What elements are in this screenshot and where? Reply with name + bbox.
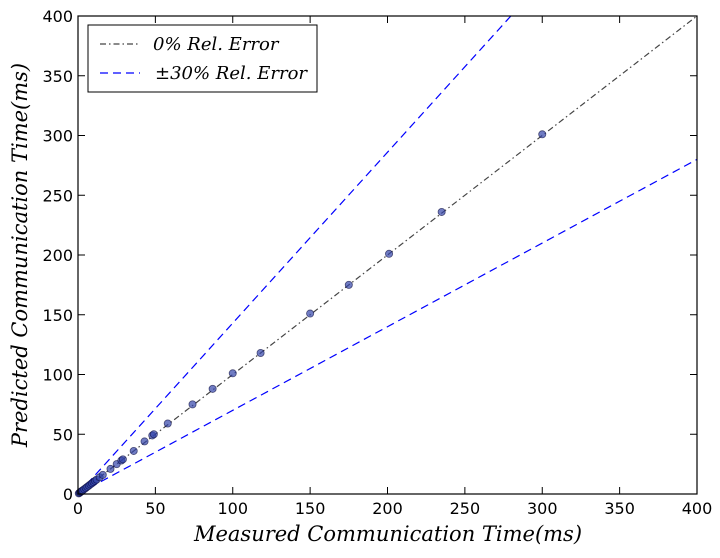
legend-label-30-error: ±30% Rel. Error — [155, 63, 308, 84]
y-tick-label: 50 — [53, 425, 73, 444]
x-tick-label: 50 — [145, 499, 165, 518]
y-tick-label: 0 — [63, 485, 73, 504]
data-point — [385, 249, 394, 258]
data-point — [538, 130, 547, 139]
x-tick-label: 400 — [682, 499, 713, 518]
data-point — [228, 369, 237, 378]
y-tick-label: 400 — [42, 7, 73, 26]
reference-lines — [77, 15, 698, 495]
x-tick-label: 300 — [527, 499, 558, 518]
data-point — [140, 437, 149, 446]
data-point — [129, 446, 138, 455]
data-point — [437, 207, 446, 216]
x-axis-label: Measured Communication Time(ms) — [193, 522, 582, 546]
data-point — [106, 464, 115, 473]
x-tick-label: 150 — [295, 499, 326, 518]
y-tick-label: 200 — [42, 246, 73, 265]
data-point — [208, 384, 217, 393]
y-tick-label: 350 — [42, 67, 73, 86]
data-point — [163, 419, 172, 428]
data-point — [118, 455, 127, 464]
x-tick-label: 250 — [450, 499, 481, 518]
data-point — [306, 309, 315, 318]
legend-label-zero-error: 0% Rel. Error — [153, 34, 280, 55]
x-tick-label: 0 — [73, 499, 83, 518]
data-point — [344, 280, 353, 289]
legend: 0% Rel. Error ±30% Rel. Error — [87, 24, 318, 93]
data-point — [149, 430, 158, 439]
x-tick-label: 350 — [604, 499, 635, 518]
axis-ticks: 0 50 100 150 200 250 300 350 400 0 50 100 150 200 250 3… — [42, 7, 712, 518]
data-point — [256, 348, 265, 357]
y-tick-label: 250 — [42, 186, 73, 205]
legend-box — [87, 24, 318, 93]
line-plus-30-error — [77, 15, 512, 495]
data-point — [98, 470, 107, 479]
y-tick-label: 150 — [42, 306, 73, 325]
y-tick-label: 300 — [42, 127, 73, 146]
data-point — [188, 400, 197, 409]
line-zero-error — [77, 15, 698, 495]
y-axis-label: Predicted Communication Time(ms) — [8, 63, 32, 448]
x-tick-label: 100 — [217, 499, 248, 518]
line-minus-30-error — [77, 158, 698, 495]
x-tick-label: 200 — [372, 499, 403, 518]
y-tick-label: 100 — [42, 366, 73, 385]
